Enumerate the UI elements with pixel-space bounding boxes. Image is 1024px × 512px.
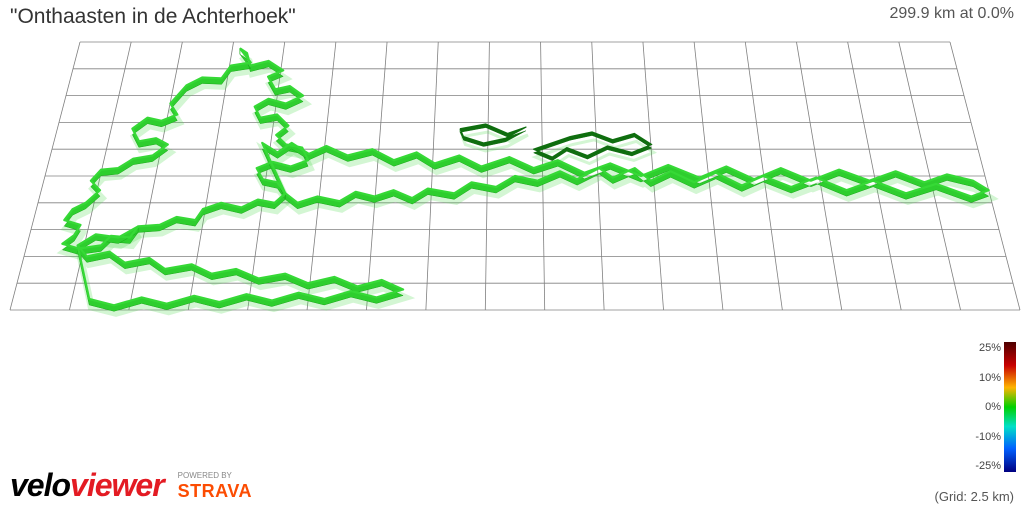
route-stats: 299.9 km at 0.0% bbox=[889, 5, 1014, 23]
page-title: "Onthaasten in de Achterhoek" bbox=[10, 5, 296, 29]
veloviewer-logo: veloviewer bbox=[10, 467, 164, 504]
terrain-3d-plot bbox=[0, 30, 1024, 460]
logo-block: veloviewer POWERED BY STRAVA bbox=[10, 467, 252, 504]
strava-logo: STRAVA bbox=[178, 482, 252, 500]
gradient-legend: 25%10%0%-10%-25% bbox=[968, 342, 1016, 472]
powered-by: POWERED BY STRAVA bbox=[178, 472, 252, 500]
grid-scale-note: (Grid: 2.5 km) bbox=[935, 489, 1014, 504]
